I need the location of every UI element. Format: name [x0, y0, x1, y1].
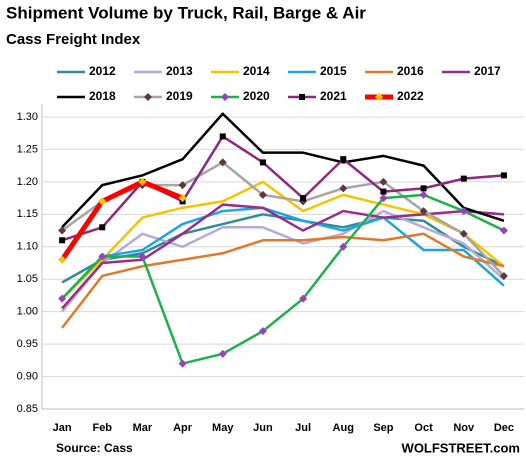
marker — [379, 194, 388, 203]
legend-marker — [221, 93, 229, 101]
marker — [218, 158, 227, 167]
legend-label: 2014 — [243, 64, 270, 78]
y-tick-label: 0.85 — [17, 403, 38, 415]
marker — [58, 255, 67, 264]
marker — [380, 188, 387, 195]
source: Source: Cass — [56, 441, 133, 455]
x-tick-label: Jan — [53, 422, 72, 434]
legend-label: 2021 — [320, 89, 347, 103]
x-tick-label: Jun — [253, 422, 273, 434]
marker — [219, 133, 226, 140]
marker — [258, 327, 267, 336]
legend-label: 2017 — [474, 64, 501, 78]
x-tick-label: Dec — [494, 422, 514, 434]
x-tick-label: Oct — [414, 422, 433, 434]
marker — [339, 184, 348, 193]
x-tick-label: Jul — [295, 422, 311, 434]
marker — [98, 252, 107, 261]
series-line — [61, 112, 505, 229]
legend-label: 2016 — [397, 64, 424, 78]
legend-label: 2012 — [89, 64, 116, 78]
y-tick-label: 0.95 — [17, 338, 38, 350]
y-tick-label: 1.10 — [17, 241, 38, 253]
y-tick-label: 1.25 — [17, 143, 38, 155]
x-tick-label: Aug — [333, 422, 354, 434]
marker — [178, 194, 187, 203]
x-tick-label: May — [212, 422, 234, 434]
legend-label: 2022 — [397, 89, 424, 103]
marker — [379, 177, 388, 186]
y-tick-label: 1.30 — [17, 111, 38, 123]
y-tick-label: 1.20 — [17, 176, 38, 188]
marker — [420, 185, 427, 192]
marker — [299, 294, 308, 303]
marker — [499, 226, 508, 235]
legend-marker — [144, 93, 152, 101]
x-tick-label: Nov — [453, 422, 475, 434]
series-line — [61, 213, 505, 284]
marker — [459, 207, 468, 216]
x-tick-label: Mar — [133, 422, 153, 434]
legend-marker — [299, 94, 305, 100]
series-line — [60, 179, 184, 262]
series-line — [61, 193, 505, 365]
y-tick-label: 1.05 — [17, 273, 38, 285]
marker — [300, 195, 307, 202]
watermark: WOLFSTREET.com — [402, 440, 520, 455]
x-tick-label: Sep — [373, 422, 393, 434]
marker — [419, 207, 428, 216]
marker — [138, 177, 147, 186]
series-line — [61, 180, 505, 300]
legend-label: 2015 — [320, 64, 347, 78]
y-tick-label: 1.00 — [17, 306, 38, 318]
series-line — [61, 135, 505, 242]
marker — [138, 252, 147, 261]
legend-label: 2013 — [166, 64, 193, 78]
marker — [259, 159, 266, 166]
legend-label: 2020 — [243, 89, 270, 103]
marker — [178, 359, 187, 368]
marker — [178, 181, 187, 190]
y-tick-label: 0.90 — [17, 370, 38, 382]
x-tick-label: Apr — [173, 422, 193, 434]
marker — [98, 197, 107, 206]
marker — [339, 242, 348, 251]
marker — [99, 224, 106, 231]
series-line — [61, 206, 505, 300]
marker — [419, 190, 428, 199]
x-tick-label: Feb — [92, 422, 112, 434]
legend-label: 2019 — [166, 89, 193, 103]
series-line — [61, 209, 505, 313]
marker — [499, 271, 508, 280]
marker — [460, 175, 467, 182]
marker — [459, 229, 468, 238]
y-tick-label: 1.15 — [17, 208, 38, 220]
chart-subtitle: Cass Freight Index — [6, 31, 141, 48]
chart-title: Shipment Volume by Truck, Rail, Barge & … — [6, 3, 366, 22]
marker — [258, 190, 267, 199]
series-line — [61, 232, 505, 329]
legend-label: 2018 — [89, 89, 116, 103]
marker — [500, 172, 507, 179]
marker — [340, 156, 347, 163]
marker — [58, 294, 67, 303]
marker — [58, 226, 67, 235]
marker — [218, 349, 227, 358]
legend-marker — [375, 93, 383, 101]
marker — [59, 237, 66, 244]
